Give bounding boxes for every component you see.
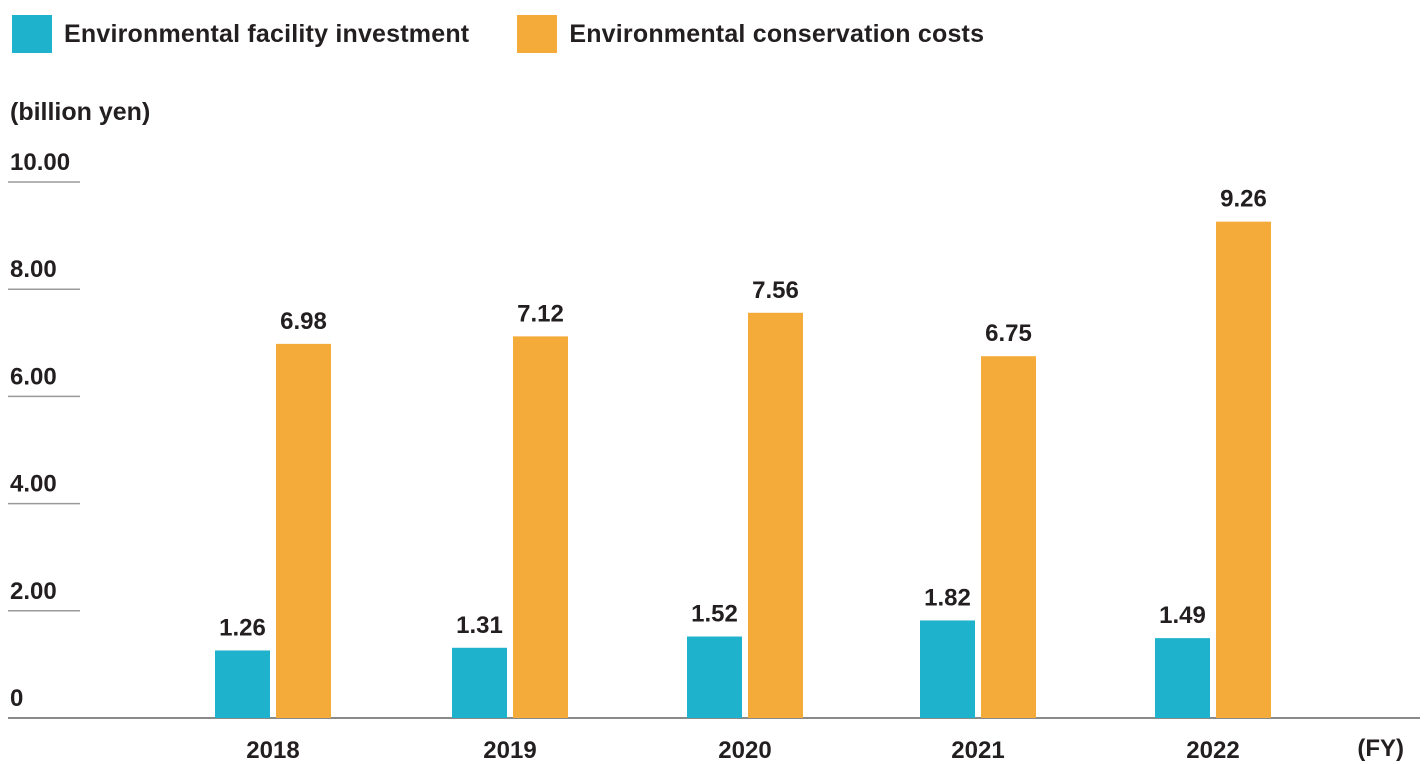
data-label-conservation-costs-2022: 9.26 [1220, 186, 1267, 213]
y-tick-label-2: 4.00 [10, 471, 57, 498]
data-label-facility-investment-2022: 1.49 [1159, 602, 1206, 629]
x-tick-label-2021: 2021 [951, 737, 1004, 764]
legend-swatch-facility-investment [12, 15, 52, 53]
x-axis-unit-label: (FY) [1357, 735, 1404, 762]
bar-conservation-costs-2020 [748, 312, 803, 718]
bar-facility-investment-2019 [452, 647, 507, 718]
y-tick-label-4: 8.00 [10, 256, 57, 283]
bar-conservation-costs-2019 [513, 336, 568, 718]
bar-facility-investment-2022 [1155, 638, 1210, 718]
x-tick-label-2018: 2018 [246, 737, 299, 764]
legend-label-conservation-costs: Environmental conservation costs [569, 19, 985, 48]
y-tick-label-5: 10.00 [10, 149, 70, 176]
data-label-facility-investment-2018: 1.26 [219, 614, 266, 641]
bar-facility-investment-2021 [920, 620, 975, 718]
legend-item-conservation-costs: Environmental conservation costs [517, 15, 984, 53]
x-tick-label-2020: 2020 [718, 737, 771, 764]
y-tick-label-3: 6.00 [10, 363, 57, 390]
legend: Environmental facility investment Enviro… [12, 14, 1032, 54]
x-tick-label-2019: 2019 [483, 737, 536, 764]
bar-facility-investment-2020 [687, 636, 742, 718]
bar-conservation-costs-2018 [276, 343, 331, 718]
data-label-conservation-costs-2019: 7.12 [517, 300, 564, 327]
bar-conservation-costs-2021 [981, 356, 1036, 718]
y-tick-label-1: 2.00 [10, 578, 57, 605]
y-axis-unit-label: (billion yen) [10, 98, 151, 126]
bar-facility-investment-2018 [215, 650, 270, 718]
legend-label-facility-investment: Environmental facility investment [64, 19, 470, 48]
data-label-conservation-costs-2020: 7.56 [752, 277, 799, 304]
y-tick-label-0: 0 [10, 685, 23, 712]
legend-swatch-conservation-costs [517, 15, 558, 53]
data-label-facility-investment-2021: 1.82 [924, 584, 971, 611]
bar-conservation-costs-2022 [1216, 221, 1271, 718]
data-label-conservation-costs-2021: 6.75 [985, 320, 1032, 347]
data-label-conservation-costs-2018: 6.98 [280, 308, 327, 335]
x-tick-label-2022: 2022 [1186, 737, 1239, 764]
data-label-facility-investment-2020: 1.52 [691, 601, 738, 628]
data-label-facility-investment-2019: 1.31 [456, 612, 503, 639]
legend-item-facility-investment: Environmental facility investment [12, 15, 469, 53]
